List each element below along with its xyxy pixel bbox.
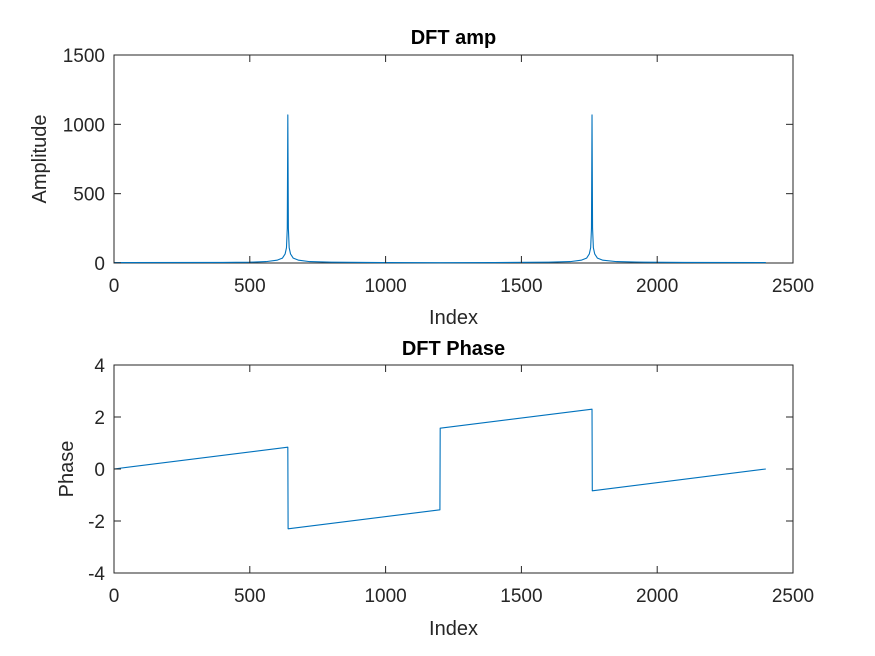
ticks-layer: 0 500 1000 1500 2000 2500 -4 -2 0 2 4 [88, 356, 814, 607]
x-axis-label: Index [429, 307, 478, 329]
y-tick-label: 0 [94, 254, 105, 275]
y-tick-label: 1000 [63, 115, 105, 136]
series-layer [113, 408, 766, 530]
chart-title: DFT Phase [402, 338, 505, 360]
x-tick-label: 0 [109, 276, 120, 297]
x-tick-label: 500 [234, 276, 266, 297]
chart-dft-amplitude: DFT amp 0 500 1000 1500 2000 2500 0 500 1000 1500… [29, 27, 814, 329]
y-tick-label: 1500 [63, 46, 105, 67]
x-tick-label: 2000 [636, 586, 678, 607]
y-axis-label: Phase [56, 441, 78, 498]
y-tick-label: 4 [94, 356, 105, 377]
ticks-layer: 0 500 1000 1500 2000 2500 0 500 1000 1500 [63, 46, 814, 297]
chart-dft-phase: DFT Phase 0 500 1000 1500 2000 2500 -4 -2 0 2 4 In… [56, 338, 814, 640]
x-tick-label: 1000 [364, 276, 406, 297]
x-tick-label: 0 [109, 586, 120, 607]
x-tick-label: 500 [234, 586, 266, 607]
x-tick-label: 2500 [772, 276, 814, 297]
series-line-0 [113, 114, 766, 264]
x-tick-label: 1500 [500, 276, 542, 297]
axes-box [113, 54, 794, 264]
chart-title: DFT amp [411, 27, 497, 49]
x-tick-label: 2500 [772, 586, 814, 607]
x-axis-label: Index [429, 618, 478, 640]
y-axis-label: Amplitude [29, 115, 51, 204]
y-tick-label: -2 [88, 512, 105, 533]
series-line-0 [113, 408, 766, 530]
x-tick-label: 1500 [500, 586, 542, 607]
x-tick-label: 1000 [364, 586, 406, 607]
y-tick-label: -4 [88, 564, 105, 585]
axes-box [113, 364, 794, 574]
series-layer [113, 114, 766, 264]
y-tick-label: 500 [73, 185, 105, 206]
y-tick-label: 0 [94, 460, 105, 481]
x-tick-label: 2000 [636, 276, 678, 297]
y-tick-label: 2 [94, 408, 105, 429]
